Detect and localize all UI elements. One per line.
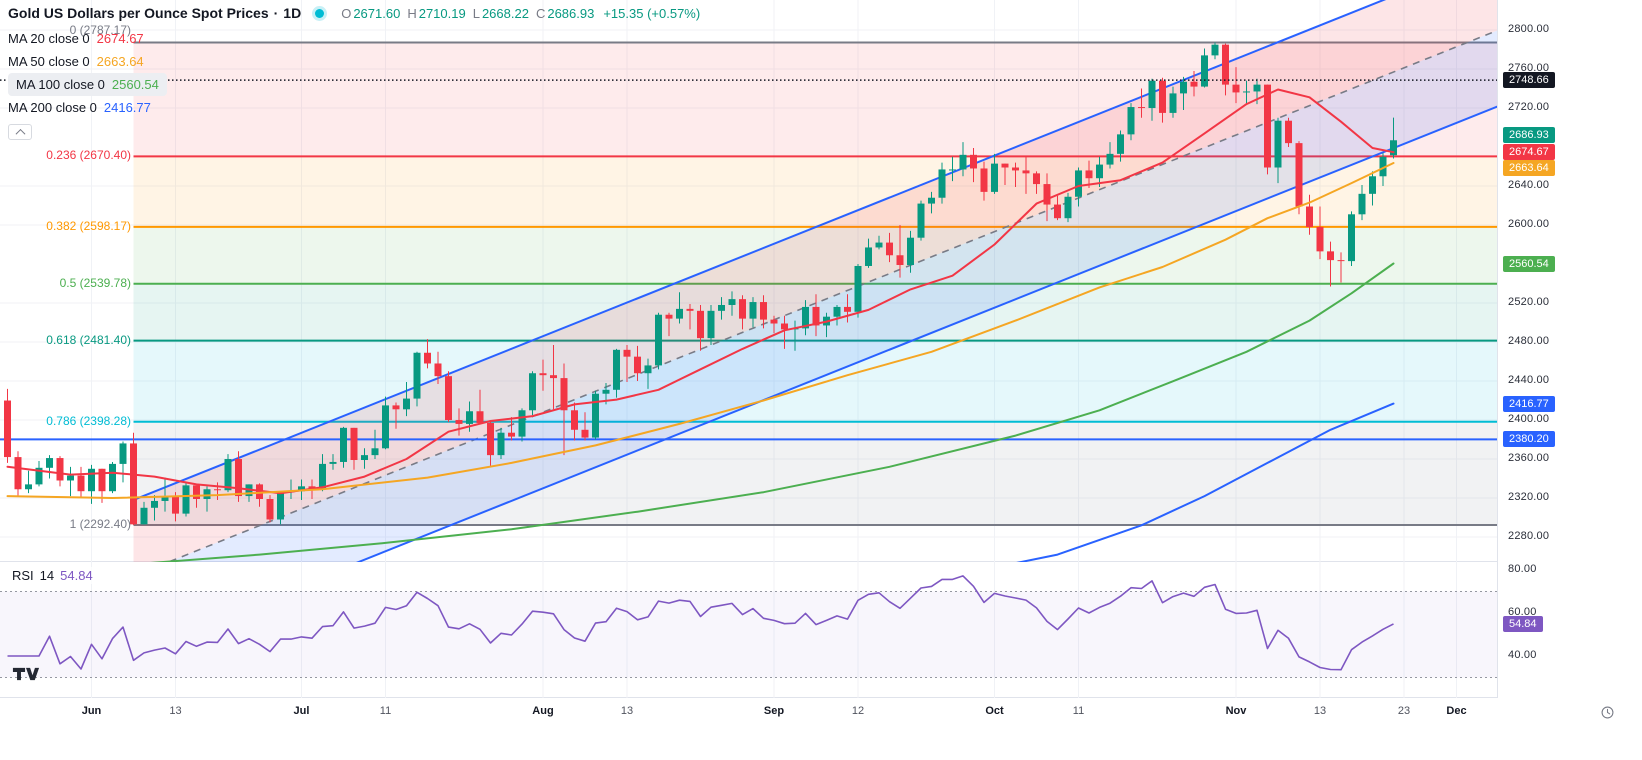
time-tick: 11 (1072, 705, 1085, 717)
rsi-axis[interactable]: 80.00 60.00 40.00 54.84 (1497, 562, 1642, 698)
high-value: 2710.19 (418, 5, 466, 21)
price-tick: 2720.00 (1508, 101, 1550, 114)
collapse-indicators-button[interactable] (8, 124, 32, 140)
rsi-value: 54.84 (60, 568, 93, 583)
candlestick-chart[interactable] (0, 0, 1497, 562)
ma-legend-value: 2416.77 (103, 100, 151, 115)
rsi-tick: 40.00 (1508, 649, 1537, 661)
chart-legend: Gold US Dollars per Ounce Spot Prices · … (8, 5, 700, 140)
tv-logo-icon (12, 667, 40, 681)
rsi-legend[interactable]: RSI 14 54.84 (8, 567, 97, 584)
rsi-tick: 80.00 (1508, 563, 1537, 575)
time-tick: Jun (81, 705, 102, 717)
ma-legend-label: MA 100 close 0 (16, 77, 105, 92)
time-tick: 13 (169, 705, 182, 717)
time-tick: Aug (532, 705, 554, 717)
rsi-chart[interactable] (0, 562, 1497, 698)
ma-legend-value: 2674.67 (96, 31, 144, 46)
time-tick: 13 (1313, 705, 1327, 717)
price-tick: 2280.00 (1508, 530, 1550, 543)
ma-legend-row[interactable]: MA 20 close 0 2674.67 (8, 27, 152, 50)
price-tick: 2320.00 (1508, 491, 1550, 504)
price-badge: 2686.93 (1503, 127, 1555, 144)
time-tick: Sep (763, 705, 785, 717)
close-value: 2686.93 (547, 5, 595, 21)
ma-legend-row[interactable]: MA 50 close 0 2663.64 (8, 50, 152, 73)
ma-legend-label: MA 50 close 0 (8, 54, 90, 69)
ma-legend-value: 2560.54 (111, 77, 159, 92)
rsi-tick: 60.00 (1508, 606, 1537, 618)
rsi-badge: 54.84 (1503, 616, 1543, 633)
price-badge: 2380.20 (1503, 431, 1555, 448)
change-value: +15.35 (+0.57%) (603, 5, 701, 21)
session-clock-icon[interactable] (1601, 706, 1614, 724)
time-tick: Dec (1446, 705, 1467, 717)
price-tick: 2480.00 (1508, 335, 1550, 348)
price-badge: 2748.66 (1503, 72, 1555, 89)
ma-legend-label: MA 200 close 0 (8, 100, 97, 115)
open-label: O (341, 5, 352, 21)
price-tick: 2400.00 (1508, 413, 1550, 426)
symbol-title[interactable]: Gold US Dollars per Ounce Spot Prices (8, 5, 269, 21)
low-value: 2668.22 (481, 5, 529, 21)
price-tick: 2640.00 (1508, 179, 1550, 192)
rsi-pane[interactable]: RSI 14 54.84 80.00 60.00 40.00 54.84 (0, 562, 1642, 698)
price-badge: 2416.77 (1503, 395, 1555, 412)
time-tick: Oct (985, 705, 1004, 717)
time-tick: 11 (379, 705, 392, 717)
price-tick: 2520.00 (1508, 296, 1550, 309)
price-axis[interactable]: 2800.00 2760.00 2720.00 2640.00 2600.00 2520.… (1497, 0, 1642, 562)
price-badge: 2674.67 (1503, 144, 1555, 161)
ohlc-values: O 2671.60 H 2710.19 L 2668.22 C 2686.93 +15.… (334, 6, 700, 21)
price-tick: 2600.00 (1508, 218, 1550, 231)
ma-legend-label: MA 20 close 0 (8, 31, 90, 46)
price-tick: 2800.00 (1508, 23, 1550, 36)
symbol-title-row: Gold US Dollars per Ounce Spot Prices · … (8, 5, 700, 21)
time-tick: Nov (1225, 705, 1247, 717)
tradingview-logo[interactable] (12, 666, 40, 687)
high-label: H (407, 5, 417, 21)
time-tick: 12 (851, 705, 865, 717)
price-tick: 2360.00 (1508, 452, 1550, 465)
low-label: L (472, 5, 480, 21)
ma-legend-row[interactable]: MA 200 close 0 2416.77 (8, 96, 159, 119)
price-tick: 2440.00 (1508, 374, 1550, 387)
title-separator: · (273, 5, 279, 21)
rsi-label: RSI (12, 568, 34, 583)
main-chart-pane[interactable]: 0 (2787.17) 0.236 (2670.40) 0.382 (2598.17… (0, 0, 1642, 562)
price-badge: 2663.64 (1503, 159, 1555, 176)
open-value: 2671.60 (353, 5, 401, 21)
time-tick: 13 (620, 705, 634, 717)
time-tick: 23 (1397, 705, 1411, 717)
interval-label[interactable]: 1D (283, 5, 302, 21)
ma-legend-value: 2663.64 (96, 54, 144, 69)
rsi-period: 14 (39, 568, 55, 583)
price-tick: 2760.00 (1508, 62, 1550, 75)
chevron-up-icon (15, 128, 25, 139)
ma-legend-row[interactable]: MA 100 close 0 2560.54 (8, 73, 167, 96)
time-tick: Jul (293, 705, 310, 717)
price-badge: 2560.54 (1503, 255, 1555, 272)
ma-legend: MA 20 close 0 2674.67 MA 50 close 0 2663.64… (8, 27, 700, 119)
market-status-icon[interactable] (315, 8, 325, 18)
close-label: C (535, 5, 546, 21)
time-axis[interactable]: Jun 13 Jul 11 Aug 13 Sep 12 Oct 11 Nov 13 23 Dec (0, 698, 1642, 734)
